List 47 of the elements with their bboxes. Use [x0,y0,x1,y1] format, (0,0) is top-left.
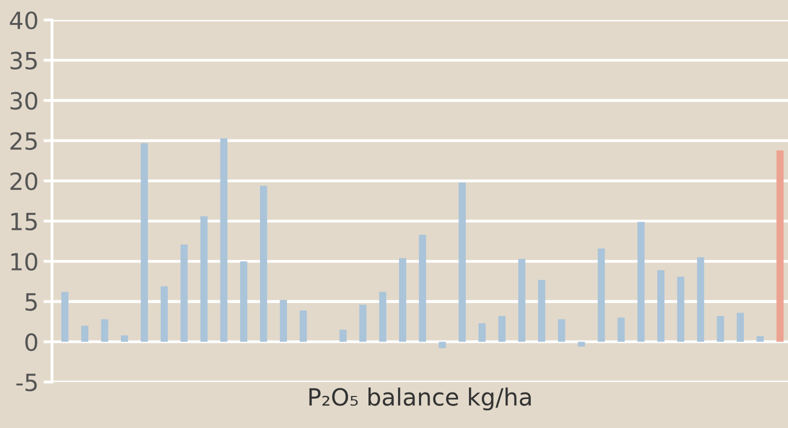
bar [418,234,426,342]
y-tick-label: 25 [10,132,37,150]
bar [578,342,585,347]
y-tick-label: -5 [16,374,37,392]
bar [657,270,664,342]
bar [200,216,208,342]
y-tick-label: 15 [11,212,37,230]
y-tick-label: 10 [11,252,38,271]
bar [716,316,724,342]
bar [180,244,188,342]
bar [220,138,228,342]
bar [240,261,248,342]
bar [458,182,466,342]
bar [280,300,288,342]
bar [101,319,108,342]
bar [598,248,605,342]
y-tick-label: 5 [26,293,37,311]
y-tick-label: 30 [10,92,38,110]
bar [399,258,406,342]
y-tick-label: 0 [25,333,38,352]
y-tick-label: 40 [10,11,38,30]
bar [379,292,386,342]
y-tick-label: 20 [10,172,38,190]
bar [260,186,268,342]
bar [637,222,645,342]
bar [518,258,526,342]
bar [140,143,148,342]
bar [498,316,506,342]
bar [160,286,168,342]
bar [438,342,446,348]
bar [478,323,486,342]
bar [61,292,68,342]
bar [359,304,366,342]
bar [776,150,784,342]
bar [736,312,744,342]
bar [697,257,704,342]
bar [558,319,566,342]
y-tick-label: 35 [10,52,37,70]
bar [538,280,546,342]
bar [300,310,307,342]
bar [120,335,128,342]
bar [756,336,764,342]
bar [339,330,347,342]
bar [81,326,88,342]
bar [677,276,684,342]
x-axis-title: P₂O₅ balance kg/ha [309,388,531,410]
bar [618,318,625,342]
